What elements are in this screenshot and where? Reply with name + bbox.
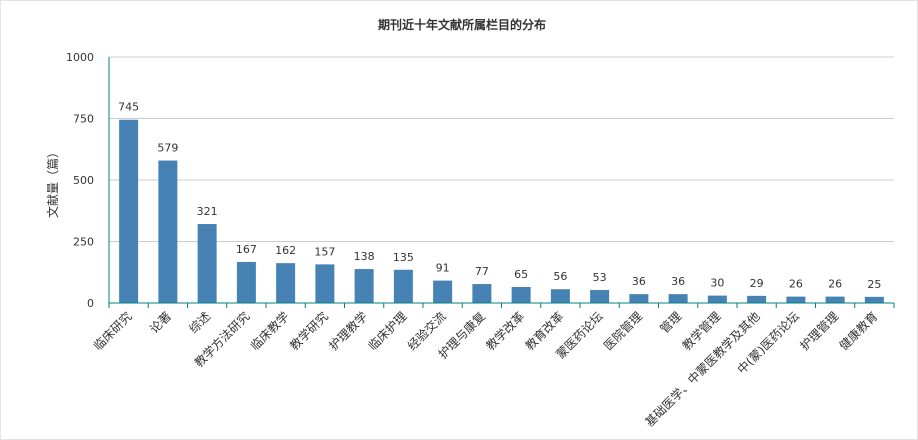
data-label: 579	[157, 142, 178, 155]
y-tick-label: 1000	[66, 51, 94, 64]
y-tick-label: 0	[87, 297, 94, 310]
gridlines	[109, 56, 894, 242]
data-label: 56	[553, 270, 567, 283]
data-label: 36	[632, 275, 646, 288]
y-tick-label: 500	[73, 174, 94, 187]
x-tick-label: 教学改革	[483, 309, 528, 354]
x-tick-label: 综述	[186, 309, 213, 336]
bar	[158, 160, 178, 303]
x-tick-label: 管理	[657, 309, 685, 337]
y-tick-label: 250	[73, 236, 94, 249]
y-axis-ticks: 0 250 500 750 1000	[66, 51, 94, 310]
x-tick-label: 健康教育	[836, 309, 881, 354]
data-label: 36	[671, 275, 685, 288]
bar	[707, 295, 727, 303]
data-label: 157	[314, 245, 335, 258]
data-label: 745	[118, 101, 139, 114]
data-label: 167	[236, 243, 257, 256]
x-tick-label: 论著	[147, 309, 174, 336]
bar	[825, 296, 845, 303]
bar	[433, 280, 453, 303]
bar	[629, 294, 649, 303]
data-label: 138	[354, 250, 375, 263]
bar	[550, 289, 570, 303]
bar	[511, 287, 531, 303]
x-tick-label: 教学研究	[286, 309, 331, 354]
bar	[864, 296, 884, 303]
bar	[786, 296, 806, 303]
data-label: 162	[275, 244, 296, 257]
bar	[668, 294, 688, 303]
bar	[276, 263, 296, 303]
data-label: 321	[197, 205, 218, 218]
x-tick-label: 临床教学	[247, 309, 292, 354]
x-tick-label: 临床护理	[366, 309, 410, 353]
x-tick-label: 护理管理	[797, 309, 842, 354]
data-labels: 745 579 321 167 162 157 138 135 91 77 65 56 53 36 36 30…	[118, 101, 881, 291]
y-tick-label: 750	[73, 113, 94, 126]
axes	[108, 57, 895, 308]
data-label: 29	[750, 277, 764, 290]
x-tick-label: 护理教学	[326, 309, 371, 354]
x-tick-label: 临床研究	[90, 309, 135, 354]
bar	[315, 264, 335, 303]
bar	[197, 224, 217, 303]
data-label: 30	[710, 277, 724, 290]
bars	[119, 119, 884, 303]
bar	[472, 284, 492, 303]
bar	[590, 289, 610, 303]
x-axis-ticks: 临床研究 论著 综述教学方法研究临床教学教学研究护理教学临床护理经验交流护理与康复教…	[90, 309, 880, 430]
bar	[354, 269, 374, 303]
data-label: 26	[789, 278, 803, 291]
data-label: 77	[475, 265, 489, 278]
bar	[236, 261, 256, 303]
y-axis-label: 文献量（篇）	[45, 146, 60, 218]
x-tick-label: 医院管理	[600, 309, 645, 354]
data-label: 91	[436, 262, 450, 275]
data-label: 65	[514, 268, 528, 281]
data-label: 26	[828, 278, 842, 291]
bar	[119, 119, 139, 303]
data-label: 25	[867, 278, 881, 291]
data-label: 53	[593, 271, 607, 284]
bar	[393, 269, 413, 303]
chart-title: 期刊近十年文献所属栏目的分布	[378, 17, 546, 32]
bar	[747, 295, 767, 303]
data-label: 135	[393, 251, 414, 264]
